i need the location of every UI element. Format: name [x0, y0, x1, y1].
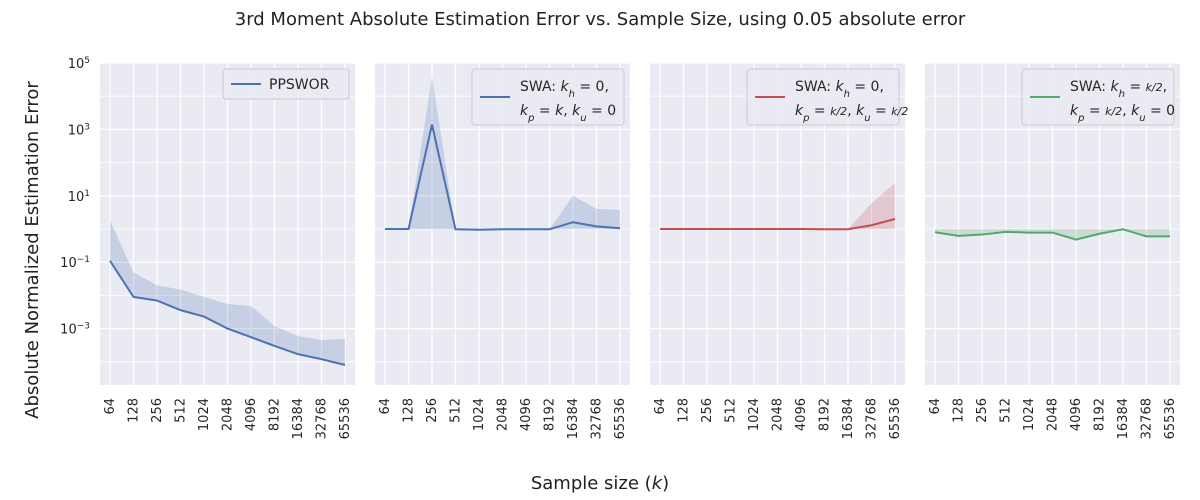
x-tick-label: 16384 — [291, 398, 306, 439]
confidence-band — [385, 76, 620, 230]
x-tick-label: 256 — [150, 398, 165, 423]
x-tick-label: 8192 — [818, 398, 833, 431]
x-tick-label: 1024 — [747, 398, 762, 431]
legend-box — [1021, 68, 1175, 126]
x-tick-label: 64 — [653, 398, 668, 415]
legend-label-line2: kp = k/2, ku = 0 — [1070, 103, 1175, 124]
y-tick-label: 105 — [68, 56, 90, 72]
x-tick-label: 128 — [402, 398, 417, 423]
y-tick-label: 10−3 — [60, 322, 90, 338]
x-axis-label-text: Sample size ( — [531, 473, 652, 494]
x-tick-label: 2048 — [496, 398, 511, 431]
y-tick-label: 103 — [68, 122, 90, 138]
x-tick-label: 32768 — [315, 398, 330, 439]
x-tick-label: 4096 — [519, 398, 534, 431]
x-tick-label: 32768 — [865, 398, 880, 439]
legend-box — [746, 68, 900, 126]
x-tick-label: 256 — [700, 398, 715, 423]
x-tick-label: 64 — [103, 398, 118, 415]
x-tick-label: 8192 — [1093, 398, 1108, 431]
legend-label-line1: SWA: kh = 0, — [520, 79, 609, 100]
x-tick-label: 256 — [975, 398, 990, 423]
x-tick-label: 8192 — [268, 398, 283, 431]
x-tick-label: 65536 — [888, 398, 903, 439]
x-axis-label-close: ) — [662, 473, 669, 494]
legend-label-line1: SWA: kh = 0, — [795, 79, 884, 100]
x-tick-label: 512 — [449, 398, 464, 423]
legend: SWA: kh = 0, kp = k, ku = 0 — [471, 68, 625, 126]
x-tick-label: 2048 — [771, 398, 786, 431]
x-tick-label: 16384 — [566, 398, 581, 439]
x-tick-label: 16384 — [1116, 398, 1131, 439]
panel-3: 64 128 256 512 1024 2048 4096 8192 16384 32768 655… — [650, 62, 908, 439]
legend-box — [222, 68, 350, 100]
panel-2: 64 128 256 512 1024 2048 4096 8192 16384 32768 655… — [375, 62, 630, 439]
x-tick-label: 512 — [724, 398, 739, 423]
x-tick-label: 64 — [928, 398, 943, 415]
legend-label: PPSWOR — [269, 77, 330, 93]
legend: PPSWOR — [222, 68, 350, 100]
x-tick-label: 128 — [952, 398, 967, 423]
x-tick-label: 4096 — [794, 398, 809, 431]
legend-label-line1: SWA: kh = k/2, — [1070, 79, 1167, 100]
x-tick-label: 32768 — [1140, 398, 1155, 439]
x-tick-label: 1024 — [197, 398, 212, 431]
x-tick-label: 64 — [378, 398, 393, 415]
x-tick-label: 128 — [127, 398, 142, 423]
legend-label-line2: kp = k, ku = 0 — [520, 103, 616, 124]
y-axis-label: Absolute Normalized Estimation Error — [22, 81, 43, 419]
x-axis-label-k: k — [652, 473, 664, 494]
legend: SWA: kh = k/2, kp = k/2, ku = 0 — [1021, 68, 1175, 126]
x-tick-label: 256 — [425, 398, 440, 423]
y-tick-label: 10−1 — [60, 255, 90, 271]
x-tick-label: 65536 — [1163, 398, 1178, 439]
x-tick-label: 512 — [999, 398, 1014, 423]
x-tick-label: 128 — [677, 398, 692, 423]
panel-4: 64 128 256 512 1024 2048 4096 8192 16384 32768 655… — [925, 62, 1180, 439]
x-tick-label: 4096 — [1069, 398, 1084, 431]
panel-1: 105 103 101 10−1 10−3 64 128 256 512 1024 2048 4096… — [60, 56, 355, 439]
chart-title: 3rd Moment Absolute Estimation Error vs.… — [235, 9, 966, 30]
x-tick-label: 512 — [174, 398, 189, 423]
legend: SWA: kh = 0, kp = k/2, ku = k/2 — [746, 68, 908, 126]
panels: 105 103 101 10−1 10−3 64 128 256 512 1024 2048 4096… — [60, 56, 1180, 439]
x-tick-label: 8192 — [543, 398, 558, 431]
y-tick-label: 101 — [68, 189, 90, 205]
confidence-band — [935, 228, 1170, 240]
legend-label-line2: kp = k/2, ku = k/2 — [795, 103, 908, 124]
x-tick-label: 4096 — [244, 398, 259, 431]
x-tick-label: 16384 — [841, 398, 856, 439]
x-tick-label: 32768 — [590, 398, 605, 439]
x-tick-label: 65536 — [338, 398, 353, 439]
x-tick-label: 1024 — [1022, 398, 1037, 431]
x-axis-label: Sample size (k) — [531, 473, 669, 494]
x-tick-label: 2048 — [221, 398, 236, 431]
x-tick-label: 1024 — [472, 398, 487, 431]
x-tick-label: 65536 — [613, 398, 628, 439]
legend-box — [471, 68, 625, 126]
x-tick-label: 2048 — [1046, 398, 1061, 431]
confidence-band — [110, 220, 345, 366]
